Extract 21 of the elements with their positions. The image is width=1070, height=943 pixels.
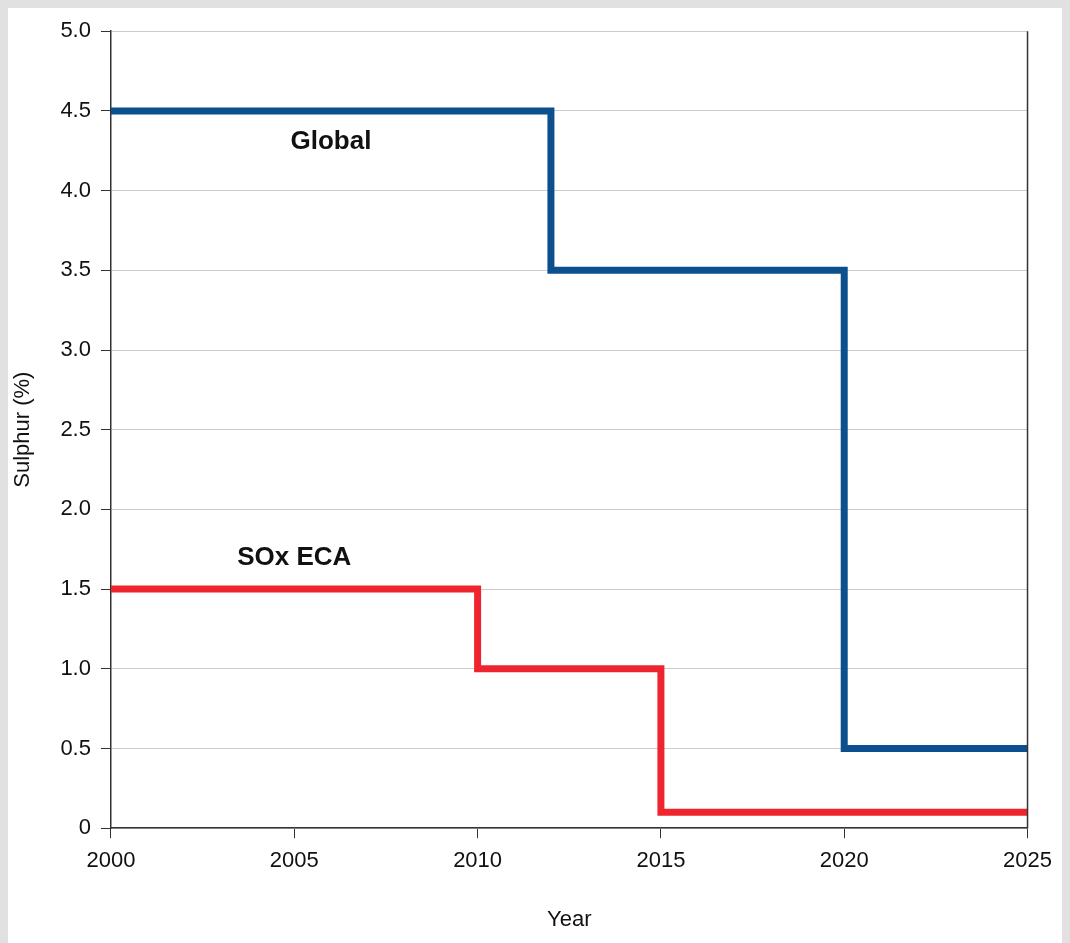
y-tick-label: 5.0 (60, 17, 91, 43)
x-tick-label: 2020 (819, 847, 869, 873)
y-tick-label: 1.0 (60, 654, 91, 680)
y-tick-label: 0.5 (60, 734, 91, 760)
y-tick-label: 2.0 (60, 495, 91, 521)
y-tick-label: 2.5 (60, 415, 91, 441)
x-tick-label: 2015 (636, 847, 686, 873)
x-axis-title: Year (547, 905, 592, 931)
x-tick-label: 2000 (86, 847, 136, 873)
y-tick-label: 3.5 (60, 256, 91, 282)
x-tick-label: 2005 (269, 847, 319, 873)
x-tick-label: 2025 (1003, 847, 1053, 873)
x-tick-label: 2010 (453, 847, 503, 873)
series-label: Global (290, 125, 372, 156)
y-tick-label: 3.0 (60, 336, 91, 362)
y-tick-label: 0 (78, 814, 91, 840)
y-tick-label: 4.0 (60, 176, 91, 202)
series-label: SOx ECA (237, 541, 352, 572)
y-tick-label: 4.5 (60, 96, 91, 122)
y-tick-label: 1.5 (60, 575, 91, 601)
y-axis-title: Sulphur (%) (9, 371, 35, 488)
